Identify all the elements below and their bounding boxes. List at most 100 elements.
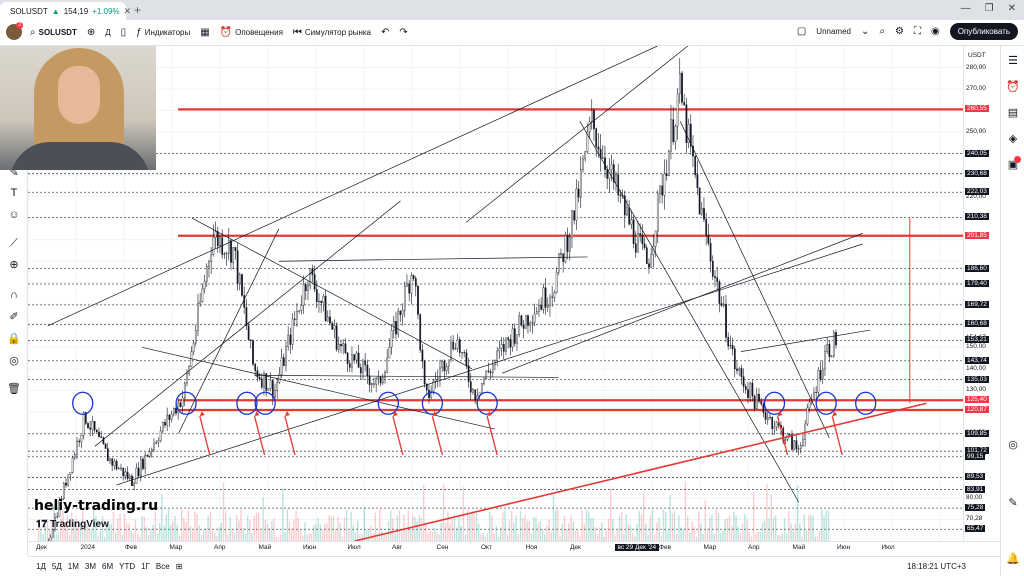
target-icon[interactable]: ◎ (1008, 439, 1018, 451)
time-axis[interactable]: Дек 2024 Фев Мар Апр Май Июн Июл Авг Сен Окт Ноя Дек… (28, 541, 1000, 556)
candle-body (351, 354, 353, 368)
emoji-icon[interactable]: ☺ (8, 209, 20, 221)
publish-button[interactable]: Опубликовать (949, 23, 1018, 40)
range-all[interactable]: Все (155, 562, 170, 571)
volume-bar (198, 525, 200, 541)
candle-body (282, 357, 285, 366)
price-level-label: 210,38 (965, 213, 989, 221)
redo-icon[interactable]: ↷ (399, 27, 408, 38)
browser-tab[interactable]: SOLUSDT ▲ 154,19 +1.09% ✕ (0, 2, 131, 20)
candle-body (115, 460, 118, 470)
eye-icon[interactable]: ◎ (9, 355, 19, 367)
volume-bar (649, 515, 651, 541)
volume-bar (145, 526, 148, 541)
trash-icon[interactable]: 🗑 (7, 383, 21, 395)
chevron-down-icon[interactable]: ⌄ (860, 26, 870, 37)
candle-body (379, 376, 382, 384)
volume-bar (614, 536, 616, 541)
volume-bar (348, 530, 350, 541)
new-tab-button[interactable]: + (134, 3, 142, 17)
bell-icon[interactable]: 🔔 (1006, 553, 1020, 565)
price-chart[interactable] (28, 46, 963, 541)
date-range-icon[interactable]: ⊞ (175, 562, 183, 571)
symbol-search-button[interactable]: ⌕ SOLUSDT (30, 27, 77, 38)
candle-body (430, 390, 433, 398)
layout-name[interactable]: Unnamed (816, 27, 851, 36)
trend-line (278, 256, 588, 262)
candle-body (595, 128, 598, 148)
layout-icon[interactable]: ▢ (796, 26, 807, 37)
price-level-label: 83,91 (965, 485, 986, 493)
lock-drawings-icon[interactable]: ✐ (9, 311, 19, 323)
range-1d[interactable]: 1Д (36, 562, 46, 571)
candle-body (480, 383, 483, 394)
range-5d[interactable]: 5Д (51, 562, 62, 571)
minimize-icon[interactable]: — (960, 3, 971, 14)
volume-bar (64, 521, 66, 541)
replay-button[interactable]: ⏮ Симулятор рынка (293, 27, 371, 38)
candle-body (392, 321, 395, 331)
data-window-icon[interactable]: ▤ (1007, 107, 1019, 119)
volume-bar (82, 510, 84, 541)
fullscreen-icon[interactable]: ⛶ (913, 26, 921, 37)
volume-bar (493, 533, 495, 541)
range-1m[interactable]: 1М (67, 562, 79, 571)
magnet-icon[interactable]: ∩ (10, 289, 18, 301)
compare-add-icon[interactable]: ⊕ (86, 27, 96, 38)
watchlist-icon[interactable]: ☰ (1008, 55, 1018, 67)
volume-bar (79, 525, 82, 541)
candle-body (164, 422, 166, 426)
volume-bar (288, 521, 291, 541)
quick-search-icon[interactable]: ⌕ (879, 26, 885, 37)
volume-bar (654, 535, 656, 541)
range-3m[interactable]: 3М (84, 562, 96, 571)
templates-icon[interactable]: ▦ (200, 27, 210, 38)
lock-icon[interactable]: 🔒 (7, 333, 21, 345)
price-axis[interactable]: USDT 280,00 270,00 250,00 220,00 150,00 140,0… (963, 46, 1000, 549)
alerts-button[interactable]: ⏰ Оповещения (220, 27, 283, 38)
volume-bar (786, 533, 788, 541)
volume-bar (101, 516, 104, 541)
volume-bar (731, 526, 733, 541)
maximize-icon[interactable]: ❐ (984, 3, 994, 14)
candle-body (153, 442, 155, 450)
candle-body (353, 354, 356, 361)
indicators-button[interactable]: ƒ Индикаторы (136, 27, 190, 38)
ruler-icon[interactable]: ⟋ (10, 237, 18, 249)
alerts-clock-icon[interactable]: ⏰ (1006, 81, 1020, 93)
candles-icon[interactable]: ▯ (120, 27, 127, 38)
volume-bar (750, 536, 753, 541)
zoom-icon[interactable]: ⊕ (9, 259, 19, 271)
settings-gear-icon[interactable]: ⚙ (894, 26, 904, 37)
brush-icon[interactable]: ✎ (9, 167, 19, 179)
volume-bar (403, 514, 405, 541)
interval-button[interactable]: Д (105, 28, 111, 37)
range-ytd[interactable]: YTD (119, 562, 136, 571)
volume-bar (805, 530, 808, 541)
tab-up-arrow-icon: ▲ (51, 6, 60, 16)
tab-close-icon[interactable]: ✕ (123, 5, 132, 16)
notifications-icon[interactable]: ▣ (1007, 159, 1019, 171)
range-1y[interactable]: 1Г (141, 562, 150, 571)
indicators-label: Индикаторы (144, 28, 191, 37)
price-level-label: 179,40 (965, 280, 989, 288)
layers-icon[interactable]: ◈ (1008, 133, 1018, 145)
pencil-icon[interactable]: ✎ (1008, 497, 1018, 509)
volume-bar (229, 516, 231, 541)
candle-body (551, 296, 554, 298)
candle-body (555, 271, 558, 293)
tab-title: SOLUSDT (10, 6, 48, 16)
close-window-icon[interactable]: ✕ (1007, 3, 1016, 14)
chart-pane[interactable] (28, 46, 963, 541)
text-tool-icon[interactable]: T (10, 187, 18, 199)
camera-icon[interactable]: ◉ (930, 26, 940, 37)
volume-bar (121, 534, 123, 541)
red-arrow (431, 416, 444, 456)
undo-icon[interactable]: ↶ (381, 27, 390, 38)
volume-bar (376, 536, 379, 541)
volume-bar (251, 533, 253, 541)
candle-body (194, 330, 197, 344)
candle-body (159, 430, 162, 442)
range-6m[interactable]: 6М (102, 562, 114, 571)
utc-clock[interactable]: 18:18:21 UTC+3 (907, 562, 966, 571)
